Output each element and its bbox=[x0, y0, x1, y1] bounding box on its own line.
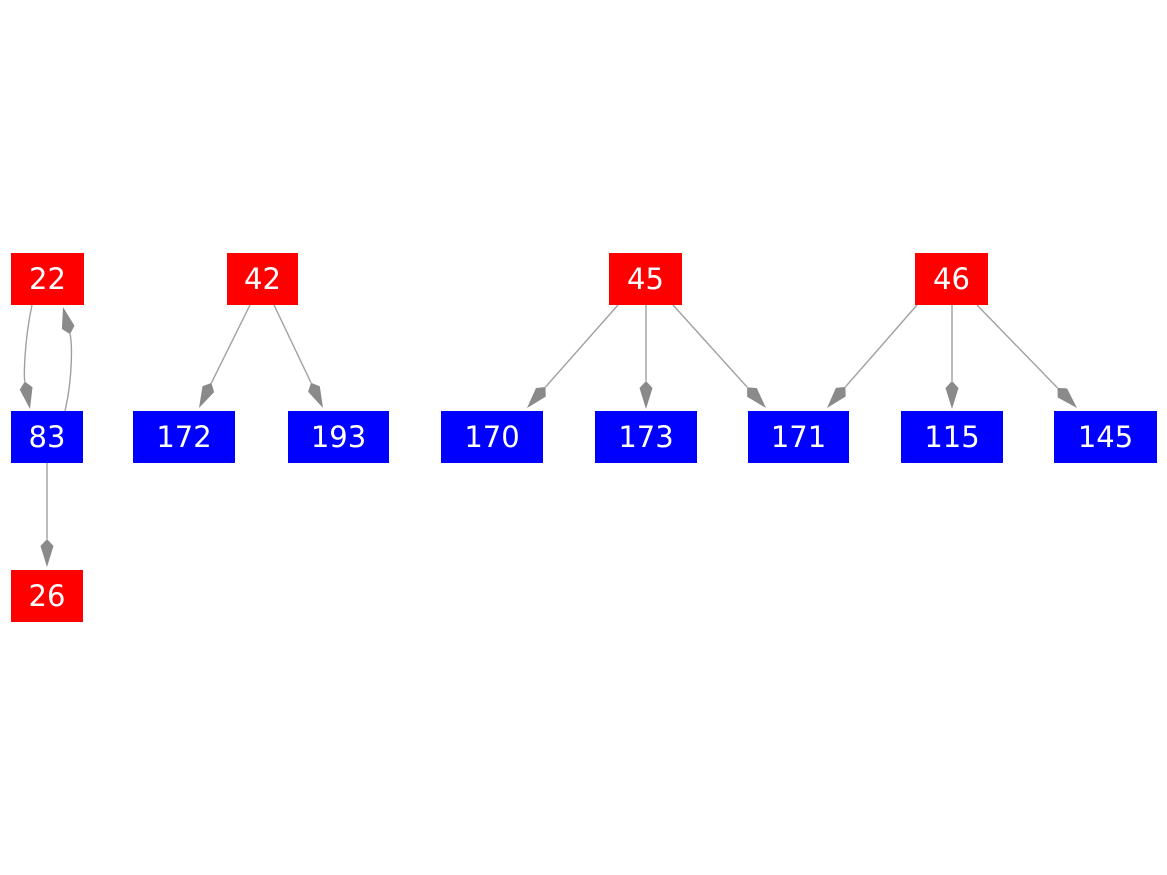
graph-node-label-170: 170 bbox=[464, 420, 519, 454]
graph-node-170: 170 bbox=[441, 411, 543, 463]
graph-node-rect-173 bbox=[595, 411, 697, 463]
graph-node-label-46: 46 bbox=[933, 262, 970, 296]
arrowhead-42-to-193 bbox=[308, 382, 323, 408]
graph-node-173: 173 bbox=[595, 411, 697, 463]
graph-node-42: 42 bbox=[227, 253, 298, 305]
graph-node-rect-171 bbox=[748, 411, 849, 463]
graph-node-label-45: 45 bbox=[627, 262, 664, 296]
edge-45-to-170 bbox=[544, 304, 619, 388]
edge-46-to-145 bbox=[976, 304, 1059, 389]
graph-node-label-193: 193 bbox=[311, 420, 366, 454]
edge-46-to-171 bbox=[844, 304, 918, 388]
graph-node-45: 45 bbox=[609, 253, 682, 305]
graph-node-label-115: 115 bbox=[924, 420, 979, 454]
graph-node-rect-42 bbox=[227, 253, 298, 305]
edge-42-to-172 bbox=[210, 304, 251, 384]
graph-node-rect-170 bbox=[441, 411, 543, 463]
edge-42-to-193 bbox=[273, 304, 312, 384]
arrowhead-46-to-115 bbox=[945, 381, 959, 409]
graph-node-193: 193 bbox=[288, 411, 389, 463]
graph-node-83: 83 bbox=[11, 411, 83, 463]
graph-node-rect-172 bbox=[133, 411, 235, 463]
graph-node-label-26: 26 bbox=[29, 579, 66, 613]
arrowhead-45-to-170 bbox=[527, 387, 546, 408]
graph-node-rect-46 bbox=[915, 253, 988, 305]
graph-node-rect-45 bbox=[609, 253, 682, 305]
graph-node-label-42: 42 bbox=[244, 262, 281, 296]
graph-node-115: 115 bbox=[901, 411, 1003, 463]
graph-node-label-173: 173 bbox=[618, 420, 673, 454]
edge-45-to-171 bbox=[672, 304, 748, 388]
arrowhead-46-to-171 bbox=[827, 386, 846, 408]
graph-node-label-145: 145 bbox=[1078, 420, 1133, 454]
arrowhead-46-to-145 bbox=[1057, 387, 1077, 408]
graph-node-22: 22 bbox=[11, 253, 84, 305]
graph-node-rect-26 bbox=[11, 570, 83, 622]
graph-node-label-83: 83 bbox=[29, 420, 66, 454]
arrowhead-45-to-173 bbox=[639, 381, 653, 409]
graph-node-26: 26 bbox=[11, 570, 83, 622]
graph-node-145: 145 bbox=[1054, 411, 1157, 463]
graph-node-label-22: 22 bbox=[29, 262, 66, 296]
graph-node-rect-193 bbox=[288, 411, 389, 463]
graph-node-46: 46 bbox=[915, 253, 988, 305]
graph-node-rect-22 bbox=[11, 253, 84, 305]
graph-node-rect-83 bbox=[11, 411, 83, 463]
arrowhead-83-to-22 bbox=[61, 307, 75, 335]
graph-node-label-171: 171 bbox=[771, 420, 826, 454]
graph-node-label-172: 172 bbox=[156, 420, 211, 454]
arrowhead-45-to-171 bbox=[747, 387, 766, 408]
graph-node-rect-145 bbox=[1054, 411, 1157, 463]
edge-83-to-22 bbox=[64, 333, 73, 412]
graph-node-rect-115 bbox=[901, 411, 1003, 463]
arrowhead-42-to-172 bbox=[199, 382, 215, 408]
graph-node-171: 171 bbox=[748, 411, 849, 463]
graph-node-172: 172 bbox=[133, 411, 235, 463]
edge-22-to-83 bbox=[23, 304, 33, 382]
arrowhead-83-to-26 bbox=[40, 539, 54, 567]
arrowhead-22-to-83 bbox=[19, 381, 33, 409]
